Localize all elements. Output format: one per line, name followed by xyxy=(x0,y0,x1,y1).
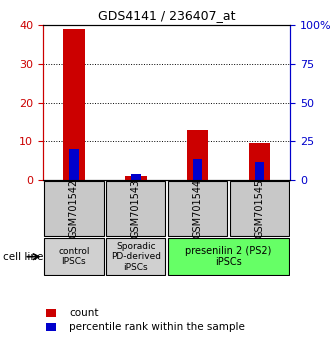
Text: GSM701544: GSM701544 xyxy=(193,179,203,238)
Bar xyxy=(131,174,141,180)
Bar xyxy=(63,29,85,180)
Text: cell line: cell line xyxy=(3,252,44,262)
FancyBboxPatch shape xyxy=(106,238,165,275)
Bar xyxy=(248,143,270,180)
Title: GDS4141 / 236407_at: GDS4141 / 236407_at xyxy=(98,9,235,22)
Text: percentile rank within the sample: percentile rank within the sample xyxy=(69,322,245,332)
Text: Sporadic
PD-derived
iPSCs: Sporadic PD-derived iPSCs xyxy=(111,242,161,272)
Text: GSM701545: GSM701545 xyxy=(254,179,264,238)
Text: presenilin 2 (PS2)
iPSCs: presenilin 2 (PS2) iPSCs xyxy=(185,246,272,268)
Bar xyxy=(254,162,264,180)
FancyBboxPatch shape xyxy=(168,238,289,275)
Bar xyxy=(125,176,147,180)
FancyBboxPatch shape xyxy=(44,181,104,236)
FancyBboxPatch shape xyxy=(168,181,227,236)
Text: GSM701542: GSM701542 xyxy=(69,179,79,238)
Text: control
IPSCs: control IPSCs xyxy=(58,247,89,267)
Text: GSM701543: GSM701543 xyxy=(131,179,141,238)
Text: count: count xyxy=(69,308,99,318)
FancyBboxPatch shape xyxy=(106,181,165,236)
FancyBboxPatch shape xyxy=(44,238,104,275)
Bar xyxy=(187,130,209,180)
Bar xyxy=(69,149,79,180)
Bar xyxy=(193,159,203,180)
FancyBboxPatch shape xyxy=(230,181,289,236)
